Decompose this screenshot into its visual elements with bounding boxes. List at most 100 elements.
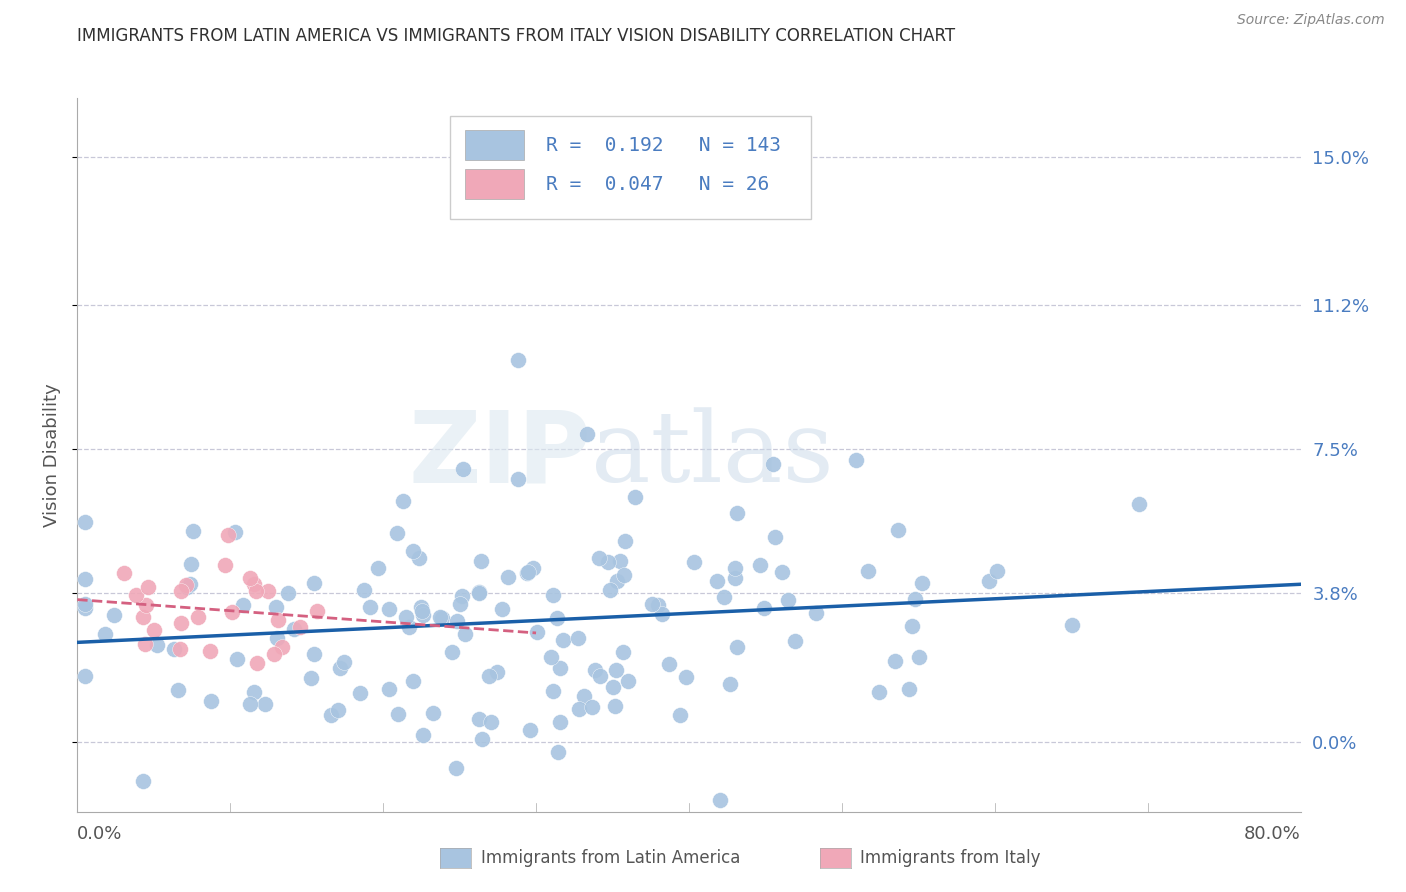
Point (73, 572, 96, 586)
Point (904, 591, 927, 606)
Point (395, 609, 418, 624)
Point (299, 671, 322, 685)
Point (277, 586, 299, 600)
Point (762, 457, 785, 471)
Point (897, 682, 920, 697)
Point (516, 565, 538, 579)
Text: Source: ZipAtlas.com: Source: ZipAtlas.com (1237, 13, 1385, 28)
Point (333, 655, 356, 669)
Point (451, 589, 474, 603)
Point (163, 642, 186, 657)
Point (170, 615, 193, 630)
Point (257, 584, 280, 599)
Point (444, 762, 467, 776)
Point (453, 627, 475, 641)
Point (73, 597, 96, 611)
Text: R =  0.047   N = 26: R = 0.047 N = 26 (546, 175, 769, 194)
Point (724, 571, 747, 585)
Text: Immigrants from Latin America: Immigrants from Latin America (481, 849, 740, 867)
Point (134, 637, 156, 651)
Point (392, 494, 415, 508)
Text: R =  0.192   N = 143: R = 0.192 N = 143 (546, 136, 780, 154)
Point (907, 649, 929, 664)
Point (239, 697, 262, 711)
Point (359, 600, 381, 615)
Point (266, 613, 288, 627)
Point (73, 600, 96, 615)
Point (451, 462, 474, 476)
Point (470, 554, 492, 568)
Point (1128, 497, 1150, 511)
Point (387, 525, 409, 540)
Point (783, 634, 806, 648)
Point (93, 626, 115, 640)
FancyBboxPatch shape (465, 130, 524, 161)
Point (612, 645, 634, 659)
Point (169, 583, 191, 598)
Point (804, 606, 827, 620)
Point (179, 577, 201, 591)
Text: atlas: atlas (591, 407, 834, 503)
Text: IMMIGRANTS FROM LATIN AMERICA VS IMMIGRANTS FROM ITALY VISION DISABILITY CORRELA: IMMIGRANTS FROM LATIN AMERICA VS IMMIGRA… (77, 27, 956, 45)
Point (266, 631, 288, 645)
Point (378, 602, 401, 616)
Point (599, 582, 621, 597)
Point (422, 706, 444, 720)
Point (479, 714, 502, 729)
Point (145, 638, 167, 652)
Text: Immigrants from Italy: Immigrants from Italy (860, 849, 1040, 867)
Point (856, 564, 879, 578)
Point (254, 697, 277, 711)
Point (613, 567, 636, 582)
Point (349, 685, 371, 699)
Point (979, 574, 1001, 588)
Point (468, 584, 491, 599)
Point (412, 607, 434, 622)
Point (328, 703, 350, 717)
Point (398, 620, 420, 634)
Point (547, 745, 569, 759)
Point (402, 673, 425, 688)
Point (132, 773, 155, 788)
Point (169, 642, 191, 657)
Point (911, 575, 934, 590)
Point (548, 661, 571, 675)
Point (290, 620, 312, 634)
Point (901, 618, 924, 632)
Point (749, 558, 772, 573)
Point (353, 583, 375, 598)
FancyBboxPatch shape (465, 169, 524, 200)
Point (709, 793, 731, 807)
Point (845, 453, 868, 467)
Point (553, 632, 575, 647)
Point (176, 580, 198, 594)
Point (516, 566, 538, 580)
Point (567, 631, 589, 645)
Point (305, 604, 328, 618)
Point (271, 640, 294, 654)
Point (112, 566, 135, 581)
Point (522, 560, 544, 574)
Point (471, 731, 494, 746)
Point (581, 699, 603, 714)
Point (411, 600, 433, 615)
Point (706, 574, 728, 589)
Point (598, 555, 620, 569)
Point (200, 694, 222, 708)
Point (485, 665, 508, 679)
Point (526, 625, 548, 640)
Point (883, 654, 905, 668)
Point (239, 571, 262, 585)
Point (496, 570, 519, 584)
Point (506, 472, 529, 486)
Point (713, 590, 735, 604)
Point (589, 668, 612, 682)
Point (181, 524, 204, 538)
Point (319, 707, 342, 722)
Point (302, 647, 325, 661)
Point (724, 561, 747, 575)
Point (136, 580, 159, 594)
Point (583, 664, 606, 678)
Point (668, 708, 690, 723)
Point (221, 605, 243, 619)
